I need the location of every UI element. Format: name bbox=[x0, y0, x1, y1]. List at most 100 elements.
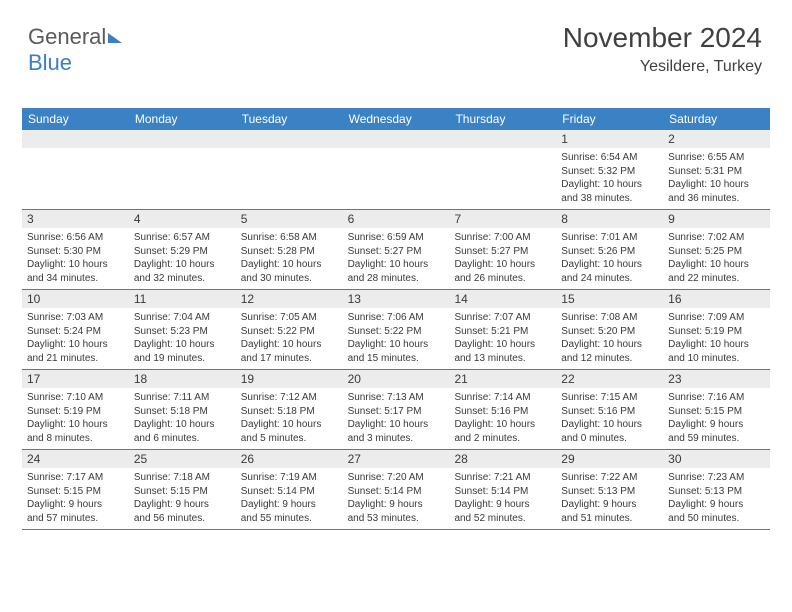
day-cell: 7Sunrise: 7:00 AMSunset: 5:27 PMDaylight… bbox=[449, 210, 556, 289]
sunrise-text: Sunrise: 7:11 AM bbox=[134, 391, 231, 405]
sunrise-text: Sunrise: 7:02 AM bbox=[668, 231, 765, 245]
day-number: 24 bbox=[22, 450, 129, 468]
day-cell bbox=[343, 130, 450, 209]
dow-monday: Monday bbox=[129, 108, 236, 130]
day-cell: 9Sunrise: 7:02 AMSunset: 5:25 PMDaylight… bbox=[663, 210, 770, 289]
day-number-empty bbox=[449, 130, 556, 148]
day-info: Sunrise: 7:23 AMSunset: 5:13 PMDaylight:… bbox=[663, 468, 770, 529]
week-row: 24Sunrise: 7:17 AMSunset: 5:15 PMDayligh… bbox=[22, 450, 770, 530]
daylight-text-2: and 57 minutes. bbox=[27, 512, 124, 526]
daylight-text-2: and 24 minutes. bbox=[561, 272, 658, 286]
sunrise-text: Sunrise: 7:15 AM bbox=[561, 391, 658, 405]
day-number: 20 bbox=[343, 370, 450, 388]
day-info: Sunrise: 7:02 AMSunset: 5:25 PMDaylight:… bbox=[663, 228, 770, 289]
day-number: 19 bbox=[236, 370, 343, 388]
sunset-text: Sunset: 5:21 PM bbox=[454, 325, 551, 339]
daylight-text-2: and 28 minutes. bbox=[348, 272, 445, 286]
sunset-text: Sunset: 5:13 PM bbox=[668, 485, 765, 499]
day-cell: 1Sunrise: 6:54 AMSunset: 5:32 PMDaylight… bbox=[556, 130, 663, 209]
sunset-text: Sunset: 5:24 PM bbox=[27, 325, 124, 339]
daylight-text-2: and 26 minutes. bbox=[454, 272, 551, 286]
day-number: 4 bbox=[129, 210, 236, 228]
day-cell: 5Sunrise: 6:58 AMSunset: 5:28 PMDaylight… bbox=[236, 210, 343, 289]
sunset-text: Sunset: 5:23 PM bbox=[134, 325, 231, 339]
day-cell: 18Sunrise: 7:11 AMSunset: 5:18 PMDayligh… bbox=[129, 370, 236, 449]
day-info: Sunrise: 6:57 AMSunset: 5:29 PMDaylight:… bbox=[129, 228, 236, 289]
daylight-text-1: Daylight: 10 hours bbox=[241, 338, 338, 352]
daylight-text-1: Daylight: 9 hours bbox=[668, 418, 765, 432]
sunrise-text: Sunrise: 7:10 AM bbox=[27, 391, 124, 405]
sunrise-text: Sunrise: 7:09 AM bbox=[668, 311, 765, 325]
sunrise-text: Sunrise: 6:54 AM bbox=[561, 151, 658, 165]
daylight-text-1: Daylight: 10 hours bbox=[134, 418, 231, 432]
sunrise-text: Sunrise: 7:20 AM bbox=[348, 471, 445, 485]
sunrise-text: Sunrise: 6:56 AM bbox=[27, 231, 124, 245]
day-cell: 26Sunrise: 7:19 AMSunset: 5:14 PMDayligh… bbox=[236, 450, 343, 529]
day-number: 28 bbox=[449, 450, 556, 468]
day-cell: 12Sunrise: 7:05 AMSunset: 5:22 PMDayligh… bbox=[236, 290, 343, 369]
calendar: Sunday Monday Tuesday Wednesday Thursday… bbox=[22, 108, 770, 530]
daylight-text-1: Daylight: 10 hours bbox=[348, 258, 445, 272]
daylight-text-1: Daylight: 10 hours bbox=[454, 338, 551, 352]
daylight-text-2: and 17 minutes. bbox=[241, 352, 338, 366]
sunset-text: Sunset: 5:14 PM bbox=[241, 485, 338, 499]
header-right: November 2024 Yesildere, Turkey bbox=[563, 22, 762, 76]
daylight-text-2: and 6 minutes. bbox=[134, 432, 231, 446]
sunset-text: Sunset: 5:15 PM bbox=[668, 405, 765, 419]
sunset-text: Sunset: 5:27 PM bbox=[348, 245, 445, 259]
day-cell: 27Sunrise: 7:20 AMSunset: 5:14 PMDayligh… bbox=[343, 450, 450, 529]
daylight-text-2: and 0 minutes. bbox=[561, 432, 658, 446]
dow-sunday: Sunday bbox=[22, 108, 129, 130]
day-info: Sunrise: 7:16 AMSunset: 5:15 PMDaylight:… bbox=[663, 388, 770, 449]
sunrise-text: Sunrise: 7:19 AM bbox=[241, 471, 338, 485]
day-info: Sunrise: 7:04 AMSunset: 5:23 PMDaylight:… bbox=[129, 308, 236, 369]
sunset-text: Sunset: 5:32 PM bbox=[561, 165, 658, 179]
daylight-text-1: Daylight: 10 hours bbox=[241, 418, 338, 432]
daylight-text-1: Daylight: 10 hours bbox=[241, 258, 338, 272]
day-info: Sunrise: 7:06 AMSunset: 5:22 PMDaylight:… bbox=[343, 308, 450, 369]
day-info: Sunrise: 7:13 AMSunset: 5:17 PMDaylight:… bbox=[343, 388, 450, 449]
daylight-text-2: and 52 minutes. bbox=[454, 512, 551, 526]
day-info: Sunrise: 7:18 AMSunset: 5:15 PMDaylight:… bbox=[129, 468, 236, 529]
day-number: 21 bbox=[449, 370, 556, 388]
day-number: 7 bbox=[449, 210, 556, 228]
sunset-text: Sunset: 5:28 PM bbox=[241, 245, 338, 259]
daylight-text-2: and 50 minutes. bbox=[668, 512, 765, 526]
sunrise-text: Sunrise: 6:55 AM bbox=[668, 151, 765, 165]
daylight-text-2: and 55 minutes. bbox=[241, 512, 338, 526]
day-cell bbox=[236, 130, 343, 209]
day-number: 27 bbox=[343, 450, 450, 468]
sunrise-text: Sunrise: 6:59 AM bbox=[348, 231, 445, 245]
logo-text-2: Blue bbox=[28, 50, 72, 75]
day-number: 5 bbox=[236, 210, 343, 228]
daylight-text-1: Daylight: 9 hours bbox=[241, 498, 338, 512]
day-info: Sunrise: 6:54 AMSunset: 5:32 PMDaylight:… bbox=[556, 148, 663, 209]
day-number: 1 bbox=[556, 130, 663, 148]
day-cell: 19Sunrise: 7:12 AMSunset: 5:18 PMDayligh… bbox=[236, 370, 343, 449]
sunset-text: Sunset: 5:30 PM bbox=[27, 245, 124, 259]
day-cell: 3Sunrise: 6:56 AMSunset: 5:30 PMDaylight… bbox=[22, 210, 129, 289]
sunset-text: Sunset: 5:19 PM bbox=[27, 405, 124, 419]
daylight-text-2: and 8 minutes. bbox=[27, 432, 124, 446]
day-cell: 23Sunrise: 7:16 AMSunset: 5:15 PMDayligh… bbox=[663, 370, 770, 449]
daylight-text-1: Daylight: 10 hours bbox=[27, 418, 124, 432]
day-cell: 14Sunrise: 7:07 AMSunset: 5:21 PMDayligh… bbox=[449, 290, 556, 369]
day-number: 8 bbox=[556, 210, 663, 228]
logo-triangle-icon bbox=[108, 33, 122, 43]
day-info: Sunrise: 7:01 AMSunset: 5:26 PMDaylight:… bbox=[556, 228, 663, 289]
week-row: 3Sunrise: 6:56 AMSunset: 5:30 PMDaylight… bbox=[22, 210, 770, 290]
weeks-container: 1Sunrise: 6:54 AMSunset: 5:32 PMDaylight… bbox=[22, 130, 770, 530]
day-cell: 21Sunrise: 7:14 AMSunset: 5:16 PMDayligh… bbox=[449, 370, 556, 449]
daylight-text-1: Daylight: 10 hours bbox=[454, 258, 551, 272]
day-number: 11 bbox=[129, 290, 236, 308]
daylight-text-1: Daylight: 10 hours bbox=[27, 258, 124, 272]
daylight-text-1: Daylight: 10 hours bbox=[134, 258, 231, 272]
daylight-text-2: and 51 minutes. bbox=[561, 512, 658, 526]
daylight-text-2: and 5 minutes. bbox=[241, 432, 338, 446]
daylight-text-2: and 12 minutes. bbox=[561, 352, 658, 366]
day-cell: 2Sunrise: 6:55 AMSunset: 5:31 PMDaylight… bbox=[663, 130, 770, 209]
sunrise-text: Sunrise: 7:17 AM bbox=[27, 471, 124, 485]
daylight-text-2: and 53 minutes. bbox=[348, 512, 445, 526]
day-cell: 17Sunrise: 7:10 AMSunset: 5:19 PMDayligh… bbox=[22, 370, 129, 449]
daylight-text-1: Daylight: 10 hours bbox=[668, 178, 765, 192]
